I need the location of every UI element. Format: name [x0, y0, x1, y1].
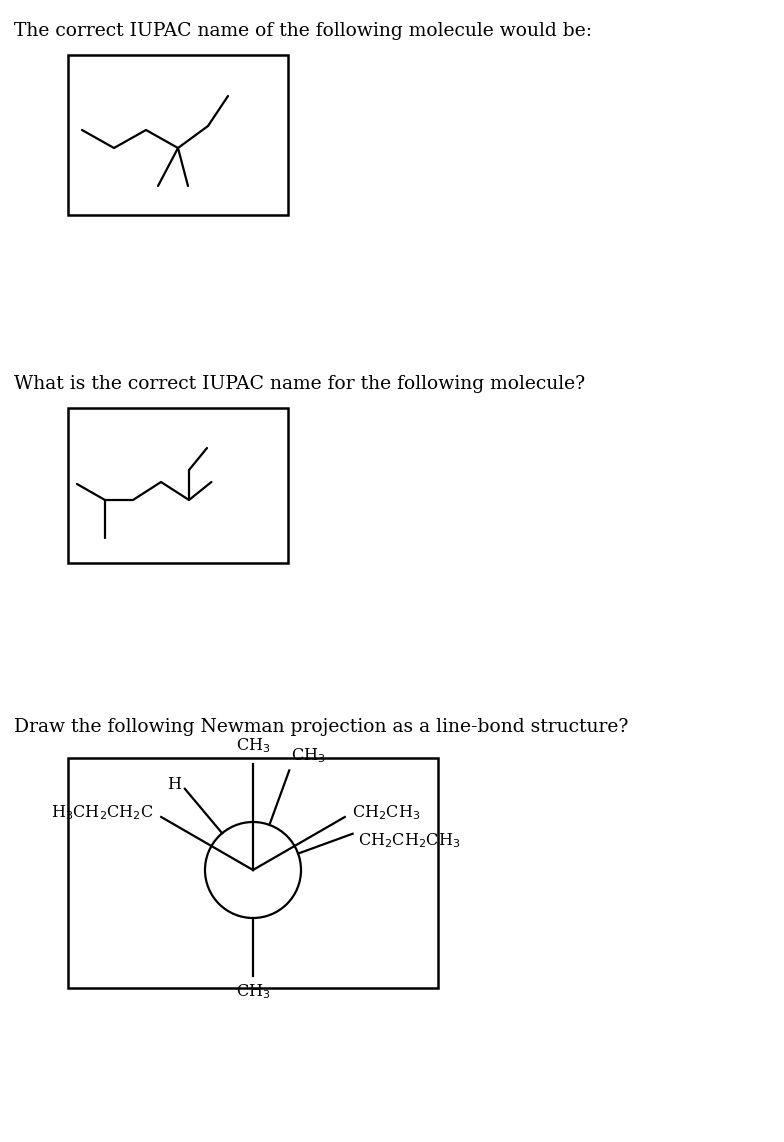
Text: H$_3$CH$_2$CH$_2$C: H$_3$CH$_2$CH$_2$C — [52, 804, 154, 822]
Text: CH$_3$: CH$_3$ — [236, 982, 270, 1000]
Text: CH$_2$CH$_2$CH$_3$: CH$_2$CH$_2$CH$_3$ — [358, 831, 460, 851]
Text: What is the correct IUPAC name for the following molecule?: What is the correct IUPAC name for the f… — [14, 375, 585, 393]
Text: Draw the following Newman projection as a line-bond structure?: Draw the following Newman projection as … — [14, 718, 628, 735]
Text: CH$_3$: CH$_3$ — [236, 737, 270, 755]
Text: H: H — [167, 775, 181, 793]
Bar — [68, 55, 288, 215]
Bar — [68, 758, 438, 988]
Text: CH$_2$CH$_3$: CH$_2$CH$_3$ — [352, 804, 420, 822]
Text: The correct IUPAC name of the following molecule would be:: The correct IUPAC name of the following … — [14, 22, 592, 40]
Text: CH$_3$: CH$_3$ — [292, 746, 326, 765]
Bar — [68, 408, 288, 563]
